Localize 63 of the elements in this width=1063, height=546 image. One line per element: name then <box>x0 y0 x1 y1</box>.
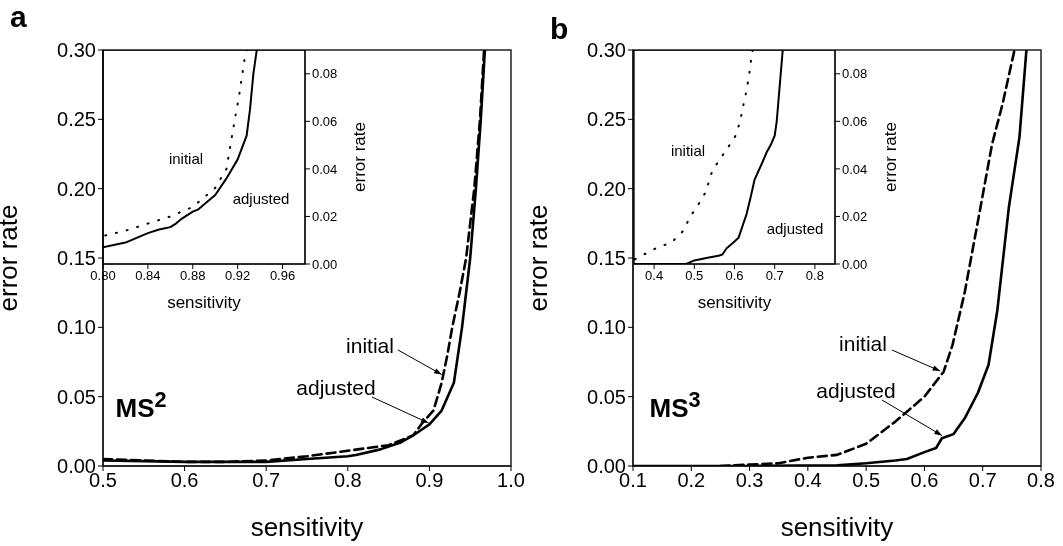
x-axis-title: sensitivity <box>780 512 894 542</box>
x-tick-label: 0.88 <box>180 268 206 284</box>
x-tick-label: 0.6 <box>170 469 199 492</box>
x-tick-label: 0.7 <box>968 469 997 492</box>
x-tick-label: 0.2 <box>677 469 706 492</box>
x-tick-label: 0.6 <box>910 469 939 492</box>
y-tick-label: 0.00 <box>842 256 868 272</box>
annotation: adjusted <box>766 219 824 237</box>
x-tick-label: 0.3 <box>735 469 764 492</box>
x-tick-label: 0.4 <box>645 268 664 284</box>
y-tick-label: 0.30 <box>57 39 96 62</box>
annotation: adjusted <box>816 378 896 402</box>
x-axis-title: sensitivity <box>697 293 772 312</box>
y-axis-title: error rate <box>0 204 24 312</box>
y-axis-title: error rate <box>881 122 901 192</box>
annotation: initial <box>670 141 706 159</box>
y-tick-label: 0.05 <box>57 385 96 408</box>
annotation: adjusted <box>232 189 290 207</box>
y-tick-label: 0.20 <box>57 177 96 200</box>
x-tick-label: 0.5 <box>685 268 704 284</box>
y-tick-label: 0.15 <box>57 247 96 270</box>
y-tick-label: 0.02 <box>312 209 338 225</box>
annotation: adjusted <box>296 375 376 399</box>
y-tick-label: 0.08 <box>842 66 868 82</box>
annotation: MS$^{2}$ <box>115 387 167 423</box>
y-tick-label: 0.05 <box>587 385 626 408</box>
y-tick-label: 0.15 <box>587 247 626 270</box>
x-tick-label: 0.7 <box>765 268 784 284</box>
y-tick-label: 0.00 <box>312 256 338 272</box>
annotation: MS$^{3}$ <box>649 387 701 423</box>
x-tick-label: 1.0 <box>497 469 525 492</box>
x-tick-label: 0.92 <box>225 268 251 284</box>
annotation: initial <box>168 149 204 167</box>
x-tick-label: 0.4 <box>793 469 822 492</box>
x-tick-label: 0.6 <box>725 268 744 284</box>
x-tick-label: 0.8 <box>333 469 362 492</box>
y-tick-label: 0.25 <box>587 108 626 131</box>
y-tick-label: 0.06 <box>842 113 868 129</box>
x-tick-label: 0.8 <box>805 268 824 284</box>
x-tick-label: 0.8 <box>1027 469 1055 492</box>
y-tick-label: 0.10 <box>587 316 626 339</box>
y-tick-label: 0.10 <box>57 316 96 339</box>
chart-title: a <box>10 0 27 33</box>
x-tick-label: 0.7 <box>252 469 281 492</box>
y-tick-label: 0.06 <box>312 113 338 129</box>
annotation: initial <box>839 331 887 355</box>
y-tick-label: 0.20 <box>587 177 626 200</box>
y-tick-label: 0.08 <box>312 66 338 82</box>
x-axis-title: sensitivity <box>250 512 364 542</box>
y-tick-label: 0.30 <box>587 39 626 62</box>
y-axis-title: error rate <box>350 122 370 192</box>
x-axis-title: sensitivity <box>167 293 242 312</box>
x-tick-label: 0.5 <box>852 469 881 492</box>
chart-title: b <box>550 12 569 45</box>
y-tick-label: 0.04 <box>312 161 338 177</box>
annotation: initial <box>346 333 394 357</box>
y-axis-title: error rate <box>523 204 554 312</box>
x-tick-label: 0.84 <box>135 268 161 284</box>
y-tick-label: 0.25 <box>57 108 96 131</box>
x-tick-label: 0.96 <box>269 268 296 284</box>
y-tick-label: 0.02 <box>842 209 868 225</box>
x-tick-label: 0.9 <box>415 469 444 492</box>
y-tick-label: 0.04 <box>842 161 868 177</box>
